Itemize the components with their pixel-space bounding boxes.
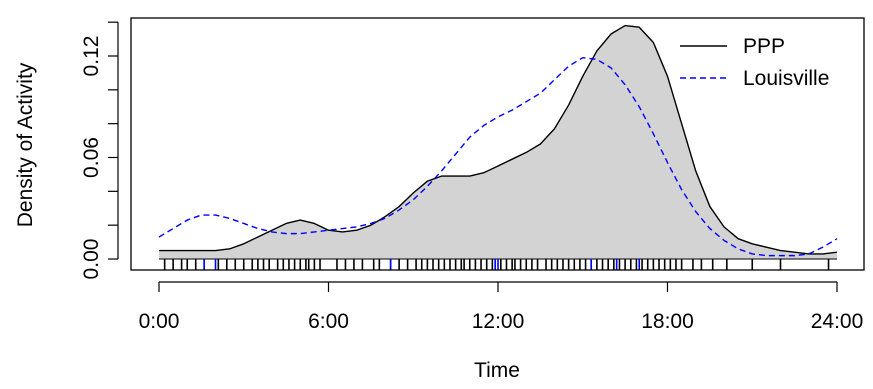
series-line-ppp — [159, 24, 838, 255]
ppp-density-fill — [159, 25, 837, 259]
x-tick-label: 18:00 — [641, 310, 694, 333]
x-axis: 0:00 6:00 12:00 18:00 24:00 — [139, 281, 864, 333]
series-lines-layer — [158, 24, 838, 257]
series-line-louisville — [158, 56, 838, 257]
rug-layer — [163, 259, 830, 270]
y-axis-title: Density of Activity — [14, 62, 37, 227]
y-tick-label: 0.12 — [80, 36, 103, 77]
y-axis: 0.00 0.06 0.12 — [80, 21, 119, 280]
ppp-area-layer — [159, 25, 837, 260]
legend-label-louisville: Louisville — [743, 67, 829, 90]
x-tick-label: 0:00 — [139, 310, 180, 333]
legend: PPP Louisville — [680, 35, 829, 90]
x-tick-label: 24:00 — [811, 310, 864, 333]
plot-frame — [130, 17, 865, 271]
y-tick-label: 0.06 — [80, 137, 103, 178]
y-tick-label: 0.00 — [80, 239, 103, 280]
x-tick-label: 12:00 — [472, 310, 525, 333]
legend-label-ppp: PPP — [743, 35, 785, 58]
x-tick-label: 6:00 — [308, 310, 349, 333]
x-axis-title: Time — [474, 359, 520, 382]
